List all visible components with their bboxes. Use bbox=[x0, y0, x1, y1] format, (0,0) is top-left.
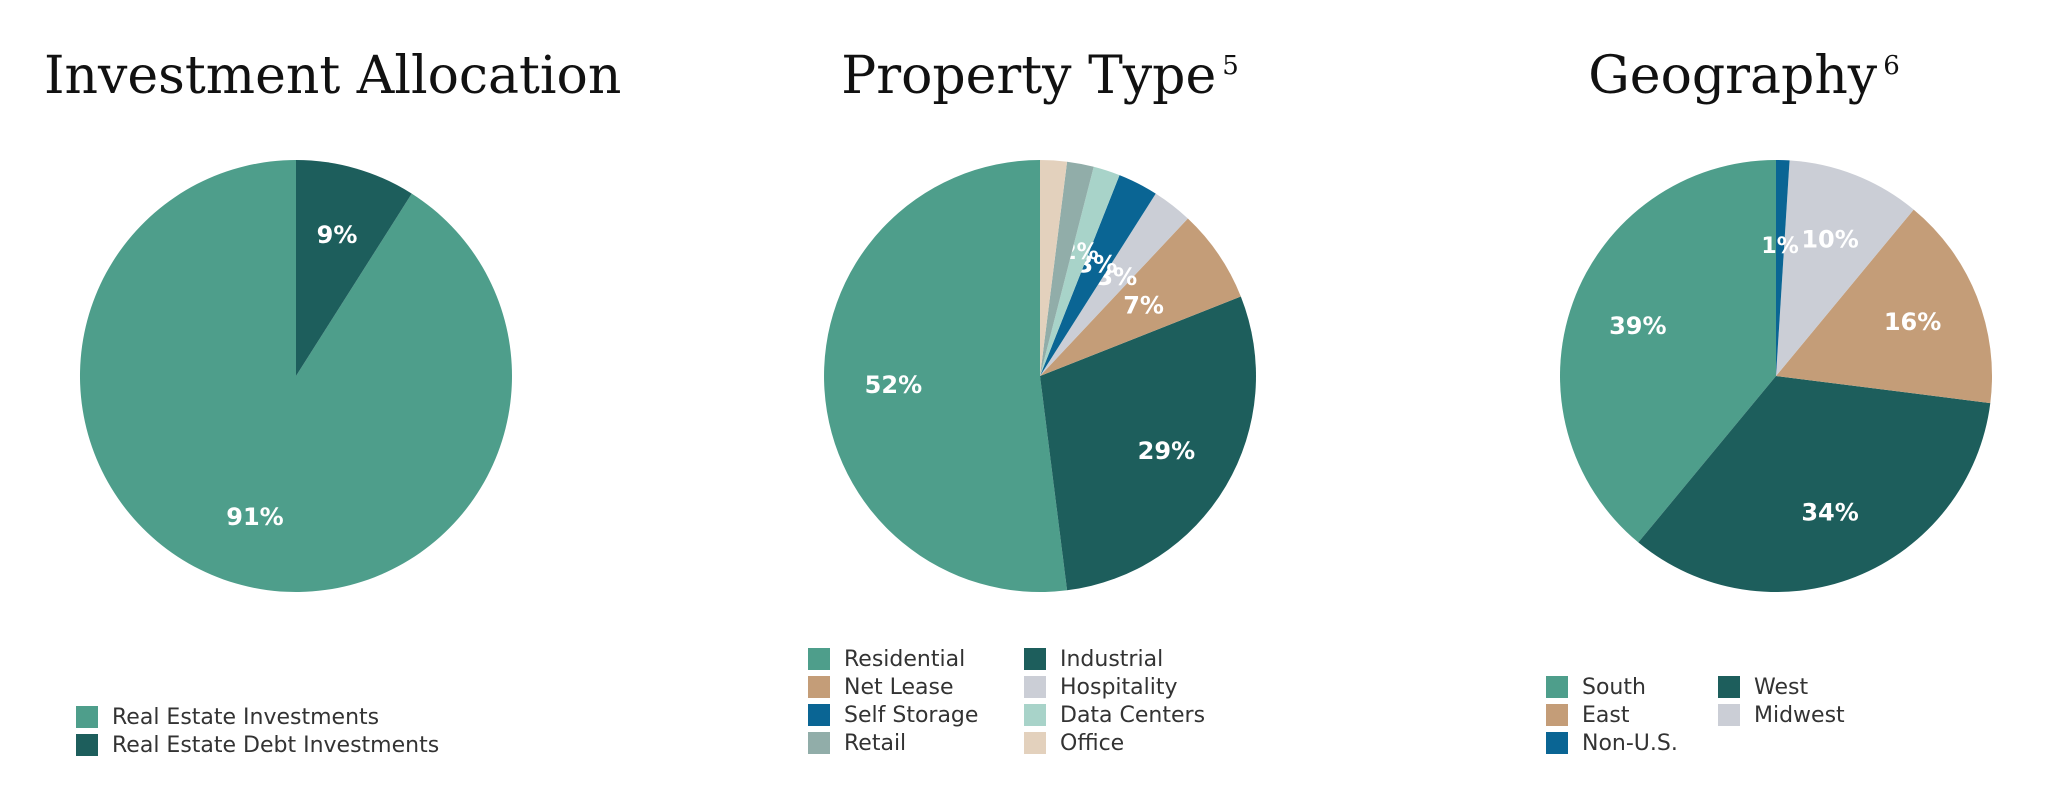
legend-item-residential: Residential bbox=[808, 646, 984, 672]
legend-label: Data Centers bbox=[1060, 702, 1206, 728]
legend-label: South bbox=[1582, 674, 1646, 700]
chart-title: Geography 6 bbox=[1588, 46, 1900, 106]
legend-item-south: South bbox=[1546, 674, 1678, 700]
legend-label: Real Estate Investments bbox=[112, 704, 380, 730]
pie-slice-self-storage bbox=[1040, 175, 1156, 376]
pie-slice-non-u-s bbox=[1776, 160, 1790, 376]
property-type-legend: Residential Industrial Net Lease Hospitalit… bbox=[808, 646, 1206, 756]
investment-allocation-chart: Investment Allocation 91% 9% Real Estate … bbox=[0, 0, 680, 790]
slice-label-east: 16% bbox=[1884, 308, 1941, 336]
legend-swatch bbox=[808, 732, 830, 754]
legend-item-real-estate-debt-investments: Real Estate Debt Investments bbox=[76, 732, 440, 758]
slice-label-real-estate-debt-investments: 9% bbox=[317, 221, 358, 249]
pie-slice-hospitality bbox=[1040, 193, 1188, 376]
legend-swatch bbox=[1718, 704, 1740, 726]
legend-item-east: East bbox=[1546, 702, 1678, 728]
legend-label: Residential bbox=[844, 646, 966, 672]
legend-swatch bbox=[1546, 732, 1568, 754]
legend-item-retail: Retail bbox=[808, 730, 984, 756]
pie-slice-east bbox=[1776, 209, 1993, 404]
pie-slice-industrial bbox=[1040, 296, 1256, 591]
legend-swatch bbox=[1546, 676, 1568, 698]
pie-slice-office bbox=[1040, 160, 1068, 376]
chart-title: Property Type 5 bbox=[841, 46, 1239, 106]
legend-label: Net Lease bbox=[844, 674, 954, 700]
legend-swatch bbox=[1546, 704, 1568, 726]
legend-item-data-centers: Data Centers bbox=[1024, 702, 1206, 728]
legend-item-office: Office bbox=[1024, 730, 1205, 756]
legend-label: Hospitality bbox=[1060, 674, 1178, 700]
legend-swatch bbox=[1024, 648, 1046, 670]
legend-swatch bbox=[808, 648, 830, 670]
legend-swatch bbox=[1024, 732, 1046, 754]
slice-label-industrial: 29% bbox=[1138, 437, 1195, 465]
legend-swatch bbox=[1718, 676, 1740, 698]
legend-item-self-storage: Self Storage bbox=[808, 702, 984, 728]
slice-label-net-lease: 7% bbox=[1123, 292, 1164, 320]
investment-allocation-pie: 91% 9% bbox=[79, 160, 512, 592]
pie-slice-data-centers bbox=[1040, 166, 1120, 376]
pie-slice-retail bbox=[1040, 161, 1094, 376]
legend-swatch bbox=[808, 704, 830, 726]
geography-chart: Geography 6 39% 34% 16% 10% 1% South West East M… bbox=[1440, 0, 2048, 790]
pie-slice-real-estate-investments bbox=[79, 160, 512, 592]
investment-allocation-legend: Real Estate Investments Real Estate Debt … bbox=[76, 704, 440, 758]
legend-item-net-lease: Net Lease bbox=[808, 674, 984, 700]
legend-label: Retail bbox=[844, 730, 907, 756]
slice-label-south: 39% bbox=[1609, 312, 1666, 340]
legend-swatch bbox=[1024, 704, 1046, 726]
legend-item-real-estate-investments: Real Estate Investments bbox=[76, 704, 439, 730]
legend-item-industrial: Industrial bbox=[1024, 646, 1205, 672]
legend-item-non-u-s: Non-U.S. bbox=[1546, 730, 1678, 756]
slice-label-residential: 52% bbox=[865, 371, 922, 399]
legend-swatch bbox=[76, 706, 98, 728]
pie-slice-south bbox=[1560, 160, 1776, 543]
slice-label-real-estate-investments: 91% bbox=[226, 503, 283, 531]
pie-slice-midwest bbox=[1776, 160, 1914, 376]
slice-label-west: 34% bbox=[1801, 499, 1858, 527]
legend-item-midwest: Midwest bbox=[1718, 702, 1845, 728]
legend-swatch bbox=[76, 734, 98, 756]
legend-item-west: West bbox=[1718, 674, 1845, 700]
legend-label: West bbox=[1754, 674, 1809, 700]
title-footnote: 5 bbox=[1222, 51, 1239, 81]
pie-slice-west bbox=[1638, 376, 1991, 592]
legend-label: Office bbox=[1060, 730, 1125, 756]
slice-label-midwest: 10% bbox=[1801, 225, 1858, 253]
pie-slice-real-estate-debt-investments bbox=[296, 160, 412, 376]
legend-swatch bbox=[808, 676, 830, 698]
title-footnote: 6 bbox=[1883, 51, 1900, 81]
legend-label: Industrial bbox=[1060, 646, 1164, 672]
legend-label: East bbox=[1582, 702, 1630, 728]
property-type-chart: Property Type 5 52% 29% 7% 3% 3% 2% Residentia… bbox=[720, 0, 1360, 790]
slice-label-non-u-s: 1% bbox=[1761, 234, 1798, 259]
legend-item-hospitality: Hospitality bbox=[1024, 674, 1205, 700]
pie-slice-residential bbox=[824, 160, 1068, 592]
legend-swatch bbox=[1024, 676, 1046, 698]
geography-pie: 39% 34% 16% 10%1% bbox=[1560, 160, 1993, 592]
legend-label: Non-U.S. bbox=[1582, 730, 1678, 756]
legend-label: Midwest bbox=[1754, 702, 1845, 728]
legend-label: Self Storage bbox=[844, 702, 979, 728]
geography-legend: South West East Midwest Non-U.S. bbox=[1546, 674, 1845, 756]
legend-label: Real Estate Debt Investments bbox=[112, 732, 440, 758]
chart-title: Investment Allocation bbox=[44, 46, 622, 106]
property-type-pie: 52%29%7%3%3%2% bbox=[824, 160, 1256, 592]
pie-slice-net-lease bbox=[1040, 218, 1241, 376]
